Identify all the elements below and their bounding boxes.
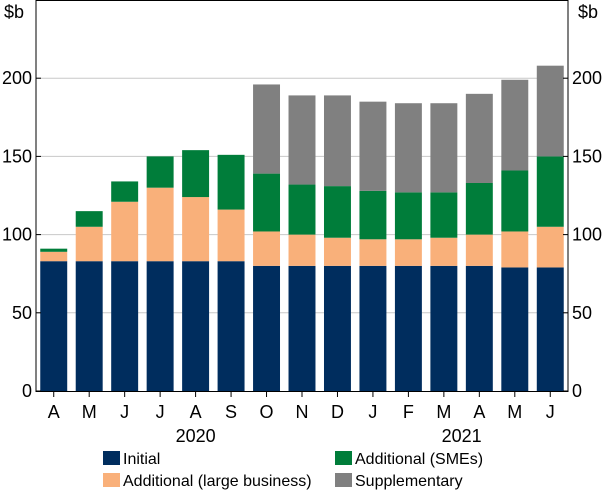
x-tick-label: O bbox=[260, 402, 274, 422]
bar-segment bbox=[146, 261, 174, 391]
x-tick-label: J bbox=[368, 402, 377, 422]
bar-segment bbox=[465, 93, 493, 183]
bar-segment bbox=[40, 248, 68, 252]
y-tick-label-right: 100 bbox=[572, 225, 602, 245]
bar-segment bbox=[146, 187, 174, 262]
x-tick-label: J bbox=[546, 402, 555, 422]
bar-segment bbox=[111, 201, 139, 262]
bar-segment bbox=[536, 267, 564, 391]
x-tick-label: J bbox=[120, 402, 129, 422]
bar-segment bbox=[217, 261, 245, 391]
x-tick-label: N bbox=[296, 402, 309, 422]
bar-segment bbox=[253, 265, 281, 391]
legend-label: Initial bbox=[123, 451, 160, 468]
x-tick-label: A bbox=[473, 402, 485, 422]
bar-segment bbox=[465, 265, 493, 391]
x-tick-label: S bbox=[225, 402, 237, 422]
bar-segment bbox=[465, 234, 493, 266]
bar-segment bbox=[394, 265, 422, 391]
bars bbox=[40, 65, 564, 391]
y-tick-labels-left: 0 50 100 150 200 bbox=[2, 68, 32, 401]
bar-segment bbox=[359, 239, 387, 266]
bar-segment bbox=[394, 103, 422, 193]
legend-swatch bbox=[103, 473, 120, 487]
bar-segment bbox=[253, 84, 281, 174]
year-label: 2021 bbox=[442, 426, 482, 446]
bar-segment bbox=[111, 261, 139, 391]
y-tick-label-right: 200 bbox=[572, 68, 602, 88]
y-tick-label-left: 50 bbox=[12, 303, 32, 323]
legend: Initial Additional (SMEs) Additional (larg… bbox=[103, 451, 483, 490]
legend-swatch bbox=[103, 451, 120, 465]
bar-segment bbox=[323, 265, 351, 391]
bar-segment bbox=[288, 184, 316, 235]
bar-segment bbox=[288, 95, 316, 185]
legend-label: Supplementary bbox=[355, 473, 463, 490]
year-label: 2020 bbox=[176, 426, 216, 446]
x-tick-label: A bbox=[48, 402, 60, 422]
y-axis-unit-right: $b bbox=[578, 2, 598, 22]
bar-segment bbox=[536, 226, 564, 268]
bar-segment bbox=[182, 150, 210, 198]
y-axis-unit-left: $b bbox=[4, 2, 24, 22]
year-labels: 2020 2021 bbox=[176, 426, 482, 446]
bar-segment bbox=[465, 182, 493, 235]
bar-segment bbox=[323, 95, 351, 187]
bar-segment bbox=[501, 170, 529, 232]
bar-segment bbox=[359, 265, 387, 391]
x-tick-label: F bbox=[403, 402, 414, 422]
bar-segment bbox=[394, 192, 422, 240]
bar-segment bbox=[182, 197, 210, 262]
bar-segment bbox=[394, 239, 422, 266]
y-tick-label-left: 100 bbox=[2, 225, 32, 245]
bar-segment bbox=[182, 261, 210, 391]
y-tick-label-left: 150 bbox=[2, 146, 32, 166]
bar-segment bbox=[75, 261, 103, 391]
bar-segment bbox=[501, 267, 529, 391]
legend-label: Additional (large business) bbox=[123, 473, 312, 490]
bar-segment bbox=[501, 79, 529, 171]
x-tick-label: J bbox=[156, 402, 165, 422]
bar-segment bbox=[323, 237, 351, 266]
bar-segment bbox=[430, 192, 458, 238]
x-tick-label: M bbox=[82, 402, 97, 422]
bar-segment bbox=[501, 231, 529, 268]
bar-segment bbox=[288, 265, 316, 391]
x-tick-label: M bbox=[507, 402, 522, 422]
y-tick-label-right: 0 bbox=[572, 381, 582, 401]
bar-segment bbox=[288, 234, 316, 266]
bar-segment bbox=[146, 156, 174, 188]
x-tick-label: A bbox=[190, 402, 202, 422]
x-tick-label: D bbox=[331, 402, 344, 422]
bar-segment bbox=[430, 237, 458, 266]
legend-swatch bbox=[335, 451, 352, 465]
bar-segment bbox=[430, 265, 458, 391]
y-tick-labels-right: 0 50 100 150 200 bbox=[572, 68, 602, 401]
bar-segment bbox=[536, 65, 564, 157]
bar-segment bbox=[536, 156, 564, 227]
bar-segment bbox=[217, 209, 245, 262]
y-tick-label-right: 50 bbox=[572, 303, 592, 323]
bar-segment bbox=[40, 251, 68, 262]
bar-segment bbox=[323, 186, 351, 238]
legend-label: Additional (SMEs) bbox=[355, 451, 483, 468]
bar-segment bbox=[75, 226, 103, 262]
bar-segment bbox=[217, 154, 245, 210]
y-tick-label-left: 200 bbox=[2, 68, 32, 88]
bar-segment bbox=[40, 261, 68, 391]
bar-segment bbox=[430, 103, 458, 193]
y-tick-label-left: 0 bbox=[22, 381, 32, 401]
bar-segment bbox=[253, 231, 281, 266]
x-tick-label: M bbox=[436, 402, 451, 422]
y-tick-label-right: 150 bbox=[572, 146, 602, 166]
tick-marks bbox=[36, 77, 568, 397]
bar-segment bbox=[253, 173, 281, 232]
bar-segment bbox=[359, 101, 387, 191]
bar-segment bbox=[359, 190, 387, 240]
bar-segment bbox=[75, 211, 103, 227]
legend-swatch bbox=[335, 473, 352, 487]
bar-segment bbox=[111, 181, 139, 202]
